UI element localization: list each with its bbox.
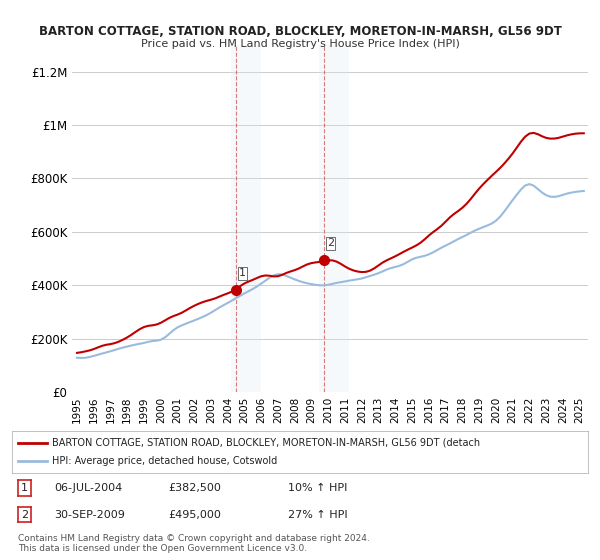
Text: Price paid vs. HM Land Registry's House Price Index (HPI): Price paid vs. HM Land Registry's House …	[140, 39, 460, 49]
Bar	[319, 45, 349, 392]
Text: 27% ↑ HPI: 27% ↑ HPI	[288, 510, 347, 520]
Text: BARTON COTTAGE, STATION ROAD, BLOCKLEY, MORETON-IN-MARSH, GL56 9DT: BARTON COTTAGE, STATION ROAD, BLOCKLEY, …	[38, 25, 562, 38]
Text: Contains HM Land Registry data © Crown copyright and database right 2024.
This d: Contains HM Land Registry data © Crown c…	[18, 534, 370, 553]
Text: HPI: Average price, detached house, Cotswold: HPI: Average price, detached house, Cots…	[52, 456, 278, 466]
Text: 30-SEP-2009: 30-SEP-2009	[54, 510, 125, 520]
Text: 06-JUL-2004: 06-JUL-2004	[54, 483, 122, 493]
Text: £382,500: £382,500	[168, 483, 221, 493]
Text: 2: 2	[326, 239, 334, 249]
Text: £495,000: £495,000	[168, 510, 221, 520]
Text: 1: 1	[21, 483, 28, 493]
Text: 10% ↑ HPI: 10% ↑ HPI	[288, 483, 347, 493]
Text: 2: 2	[21, 510, 28, 520]
Bar	[231, 45, 262, 392]
Text: BARTON COTTAGE, STATION ROAD, BLOCKLEY, MORETON-IN-MARSH, GL56 9DT (detach: BARTON COTTAGE, STATION ROAD, BLOCKLEY, …	[52, 438, 481, 448]
Text: 1: 1	[239, 268, 245, 278]
